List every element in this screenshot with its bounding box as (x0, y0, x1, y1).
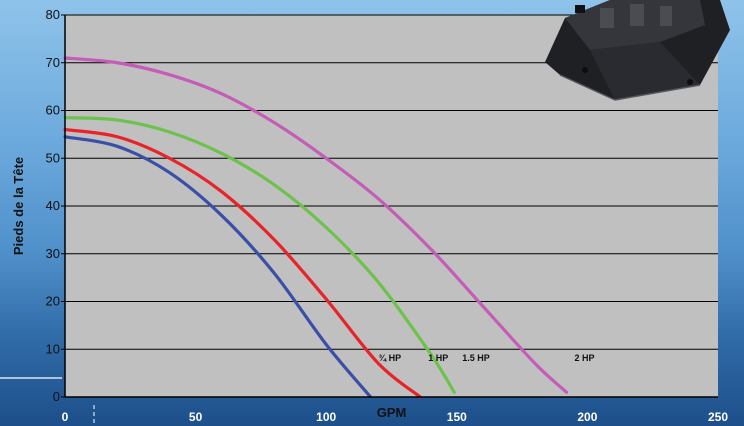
y-axis-ticks: 0 10 20 30 40 50 60 70 80 (46, 7, 65, 404)
series-line-3 (63, 56, 569, 394)
x-tick-label: 100 (316, 410, 336, 424)
series-line-1 (63, 128, 422, 399)
series-labels: ¾ HP 1 HP 1.5 HP 2 HP (379, 353, 595, 363)
series-label: 1 HP (428, 353, 448, 363)
x-axis-ticks: 0 50 100 150 200 250 (62, 410, 729, 424)
x-tick-label: 250 (708, 410, 728, 424)
series-label: ¾ HP (379, 353, 402, 363)
x-tick-label: 200 (577, 410, 597, 424)
y-tick-label: 10 (46, 341, 60, 356)
series-lines (63, 56, 569, 399)
series-label: 1.5 HP (462, 353, 490, 363)
x-axis-title: GPM (377, 405, 407, 420)
y-tick-label: 30 (46, 246, 60, 261)
x-tick-label: 150 (447, 410, 467, 424)
y-tick-label: 0 (53, 389, 60, 404)
y-tick-label: 80 (46, 7, 60, 22)
x-tick-label: 50 (189, 410, 203, 424)
series-line-0 (63, 135, 373, 399)
x-tick-label: 0 (62, 410, 69, 424)
series-line-2 (63, 116, 456, 394)
y-tick-label: 50 (46, 150, 60, 165)
y-tick-label: 60 (46, 103, 60, 118)
y-tick-label: 20 (46, 294, 60, 309)
y-tick-label: 40 (46, 198, 60, 213)
y-tick-label: 70 (46, 55, 60, 70)
y-axis-title: Pieds de la Tête (11, 157, 26, 255)
series-label: 2 HP (575, 353, 595, 363)
pump-housing-image (545, 0, 730, 101)
